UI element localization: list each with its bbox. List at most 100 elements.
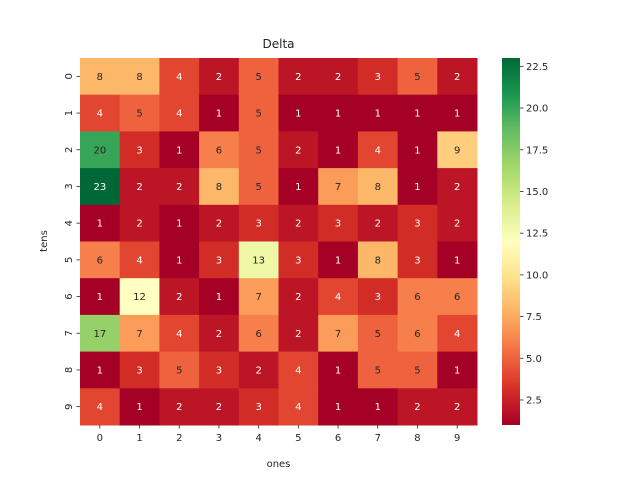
cell-value-label: 1 xyxy=(97,219,103,230)
heatmap-cell xyxy=(397,241,438,279)
cell-value-label: 2 xyxy=(216,329,222,340)
colorbar-tick-label: 15.0 xyxy=(526,187,548,198)
heatmap-cell xyxy=(437,94,478,132)
x-tick-label: 4 xyxy=(255,433,261,444)
heatmap-cell xyxy=(357,168,399,206)
heatmap-cell xyxy=(119,388,160,426)
heatmap-cell xyxy=(159,94,200,132)
heatmap-cell xyxy=(199,94,240,132)
heatmap-cell xyxy=(318,278,359,316)
cell-value-label: 2 xyxy=(295,145,301,156)
cell-value-label: 3 xyxy=(255,402,261,413)
colorbar-tick-label: 12.5 xyxy=(526,229,548,240)
heatmap-cell xyxy=(397,94,438,132)
heatmap-cell xyxy=(238,204,279,242)
heatmap-cell xyxy=(238,241,279,279)
cell-value-label: 4 xyxy=(295,402,301,413)
cell-value-label: 2 xyxy=(216,219,222,230)
y-tick-label: 7 xyxy=(64,330,75,336)
cell-value-label: 23 xyxy=(93,182,106,193)
heatmap-cell xyxy=(278,351,319,389)
colorbar-tick-label: 5.0 xyxy=(526,354,542,365)
heatmap-cell xyxy=(119,94,160,132)
x-tick-label: 5 xyxy=(295,433,301,444)
heatmap-cell xyxy=(437,131,478,169)
cell-value-label: 1 xyxy=(454,255,460,266)
cell-value-label: 2 xyxy=(454,72,460,83)
heatmap-cell xyxy=(238,131,279,169)
cell-value-label: 5 xyxy=(375,365,381,376)
x-tick-label: 7 xyxy=(375,433,381,444)
heatmap-cell xyxy=(159,58,200,96)
heatmap-cell xyxy=(159,204,200,242)
cell-value-label: 1 xyxy=(216,109,222,120)
heatmap-cell xyxy=(159,131,200,169)
heatmap-cell xyxy=(238,314,279,353)
cell-value-label: 5 xyxy=(414,365,420,376)
heatmap-cell xyxy=(278,241,319,279)
cell-value-label: 1 xyxy=(335,109,341,120)
x-tick-label: 0 xyxy=(97,433,103,444)
cell-value-label: 3 xyxy=(216,255,222,266)
cell-value-label: 4 xyxy=(176,72,182,83)
cell-value-label: 8 xyxy=(97,72,103,83)
heatmap-cell xyxy=(119,278,160,316)
cell-value-label: 4 xyxy=(176,109,182,120)
cell-value-label: 1 xyxy=(414,182,420,193)
colorbar-tick-label: 7.5 xyxy=(526,312,542,323)
heatmap-cell xyxy=(357,278,399,316)
heatmap-cell xyxy=(159,314,200,353)
y-tick-label: 4 xyxy=(64,220,75,226)
cell-value-label: 1 xyxy=(216,292,222,303)
x-tick-label: 9 xyxy=(454,433,460,444)
heatmap-cell xyxy=(119,58,160,96)
y-tick-label: 0 xyxy=(64,73,75,79)
heatmap-cell xyxy=(397,388,438,426)
cell-value-label: 4 xyxy=(454,329,460,340)
heatmap-cell xyxy=(318,314,359,353)
cell-value-label: 1 xyxy=(97,292,103,303)
heatmap-cell xyxy=(437,314,478,353)
heatmap-cell xyxy=(199,314,240,353)
cell-value-label: 5 xyxy=(255,145,261,156)
cell-value-label: 3 xyxy=(136,145,142,156)
cell-value-label: 5 xyxy=(176,365,182,376)
heatmap-cell xyxy=(437,58,478,96)
cell-value-label: 1 xyxy=(375,402,381,413)
heatmap-cell xyxy=(119,131,160,169)
cell-value-label: 9 xyxy=(454,145,460,156)
cell-value-label: 2 xyxy=(216,402,222,413)
heatmap-cell xyxy=(199,278,240,316)
cell-value-label: 1 xyxy=(136,402,142,413)
cell-value-label: 1 xyxy=(414,145,420,156)
cell-value-label: 1 xyxy=(335,255,341,266)
cell-value-label: 3 xyxy=(255,219,261,230)
heatmap-cell xyxy=(159,388,200,426)
y-tick-label: 6 xyxy=(64,293,75,299)
cell-value-label: 4 xyxy=(335,292,341,303)
cell-value-label: 3 xyxy=(375,72,381,83)
heatmap-cell xyxy=(159,168,200,206)
heatmap-cell xyxy=(318,241,359,279)
heatmap-cell xyxy=(80,58,121,96)
heatmap-cell xyxy=(318,131,359,169)
colorbar-tick-label: 10.0 xyxy=(526,270,548,281)
heatmap-cell xyxy=(357,351,399,389)
heatmap-cell xyxy=(318,58,359,96)
heatmap-cell xyxy=(119,241,160,279)
y-tick-label: 9 xyxy=(64,403,75,409)
cell-value-label: 6 xyxy=(454,292,460,303)
cell-value-label: 7 xyxy=(136,329,142,340)
cell-value-label: 8 xyxy=(375,182,381,193)
heatmap-cell xyxy=(397,168,438,206)
cell-value-label: 3 xyxy=(216,365,222,376)
heatmap-cell xyxy=(159,278,200,316)
cell-value-label: 1 xyxy=(454,109,460,120)
heatmap-cell xyxy=(119,314,160,353)
cell-value-label: 5 xyxy=(414,72,420,83)
heatmap-cell xyxy=(238,388,279,426)
heatmap-cell xyxy=(278,314,319,353)
heatmap-cell xyxy=(397,351,438,389)
cell-value-label: 2 xyxy=(414,402,420,413)
heatmap-cell xyxy=(278,131,319,169)
